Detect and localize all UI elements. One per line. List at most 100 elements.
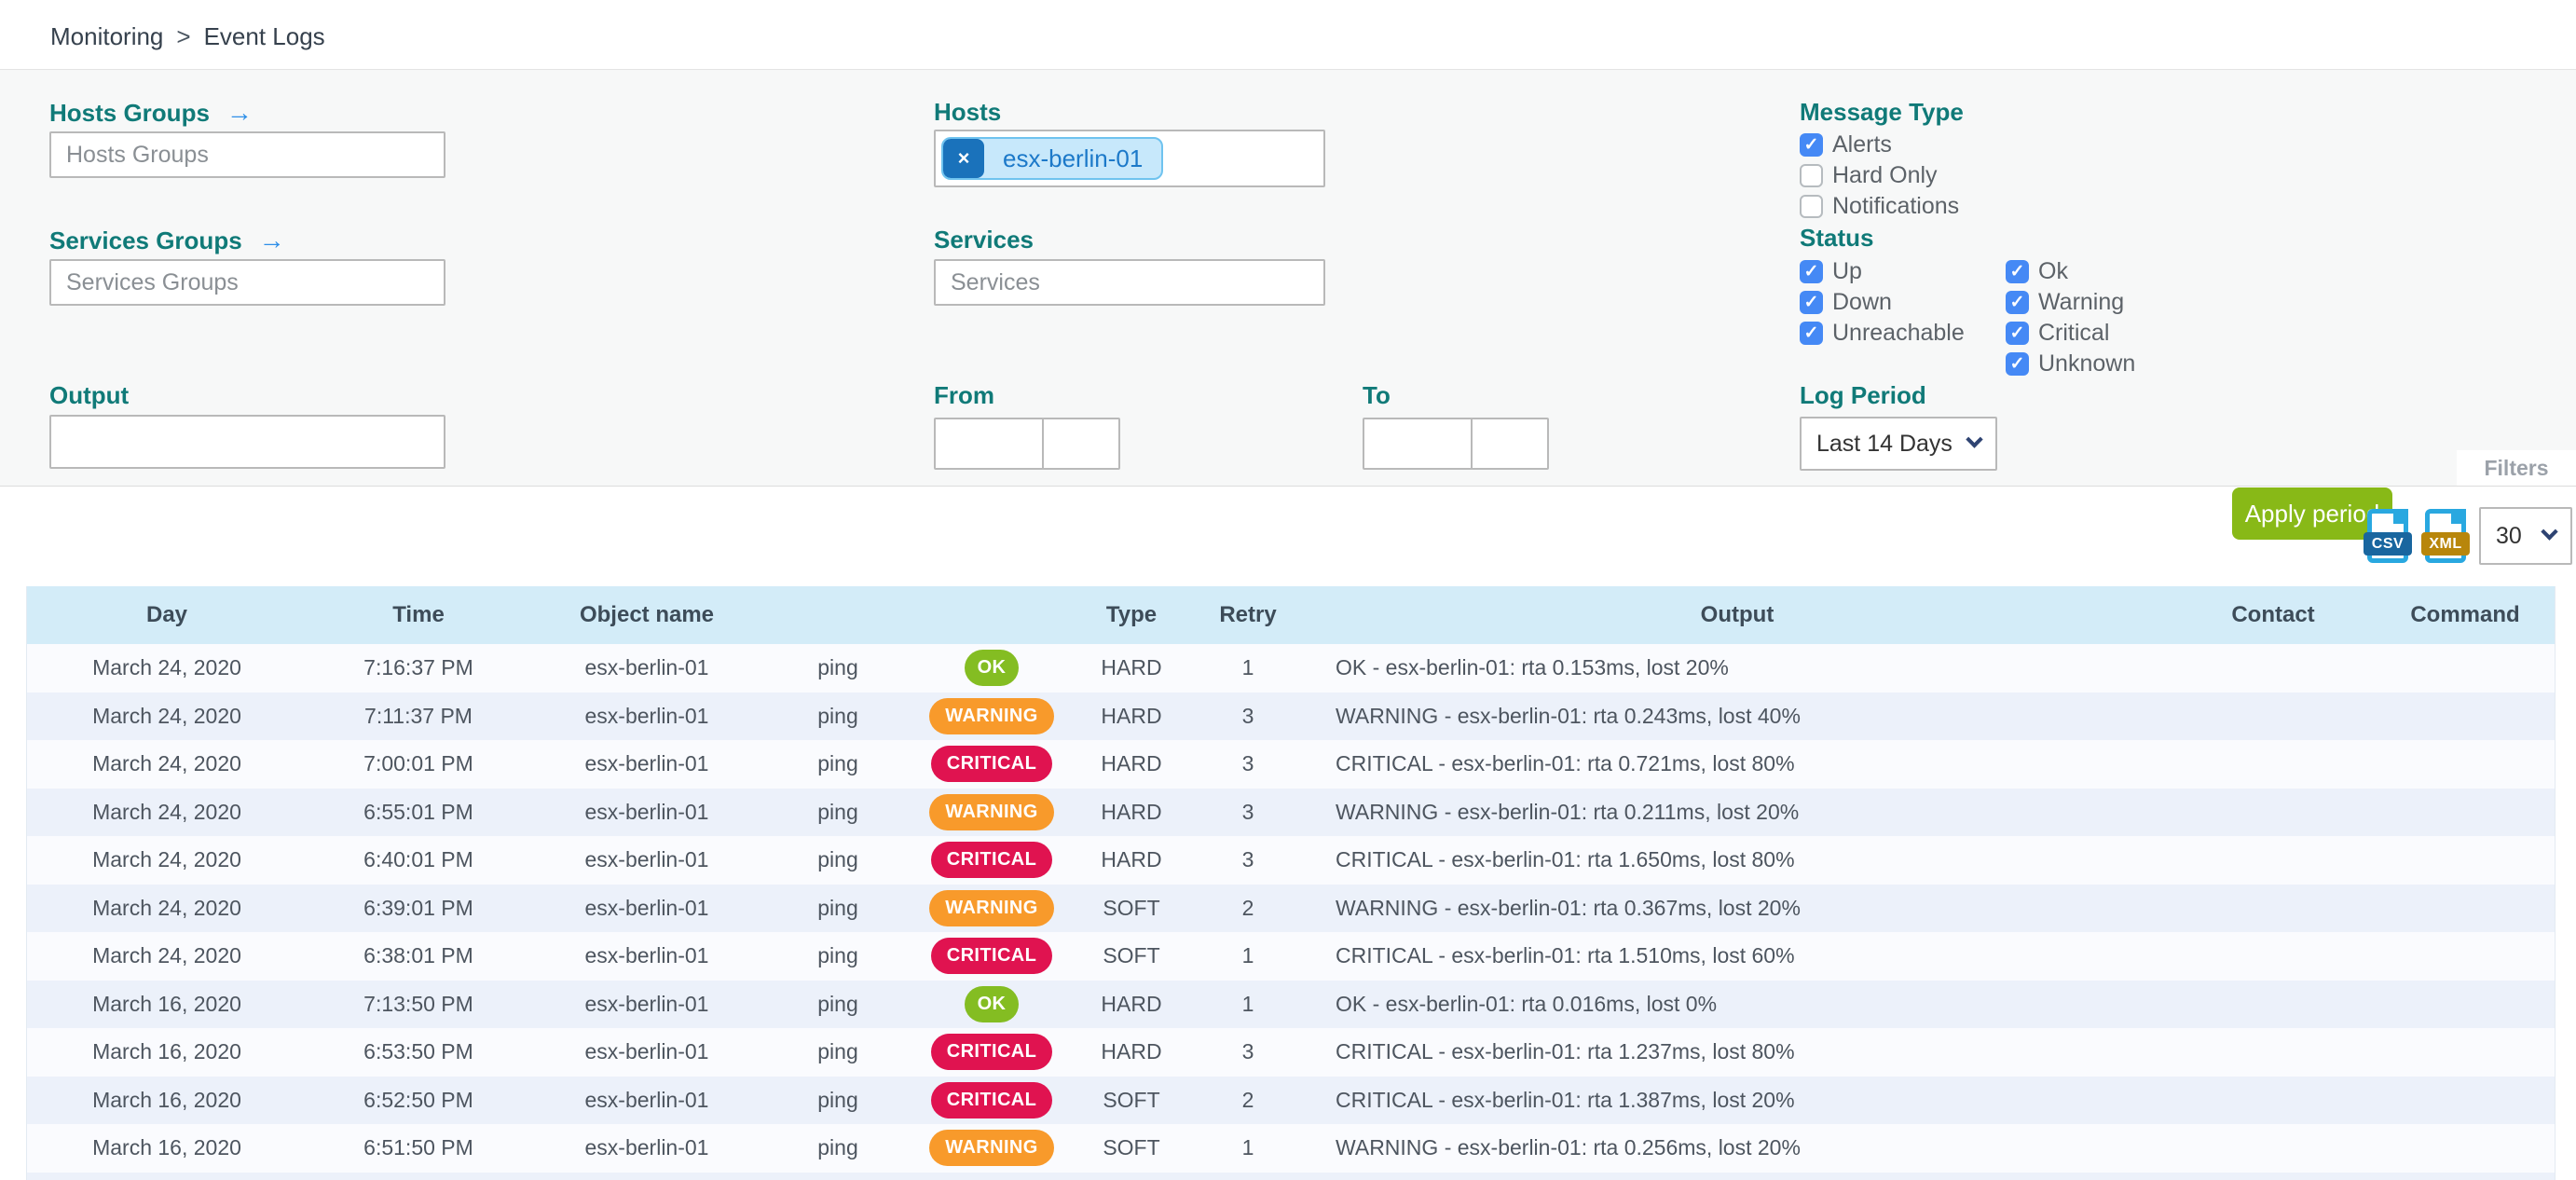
breadcrumb-item-event-logs[interactable]: Event Logs (203, 22, 325, 50)
object-name-cell[interactable]: esx-berlin-01 (584, 943, 709, 968)
table-header-cell: Object name (579, 602, 715, 627)
status-cell: CRITICAL (912, 746, 1071, 783)
services-groups-input[interactable] (49, 259, 445, 306)
checkbox-checked-icon[interactable]: ✓ (1800, 260, 1823, 283)
services-input[interactable] (934, 259, 1325, 306)
object-name-cell[interactable]: esx-berlin-01 (584, 799, 709, 824)
table-row[interactable]: March 16, 2020 6:53:50 PM esx-berlin-01 pin… (27, 1028, 2555, 1077)
table-row[interactable]: March 24, 2020 6:40:01 PM esx-berlin-01 pin… (27, 836, 2555, 885)
output-cell: CRITICAL - esx-berlin-01: rta 1.387ms, l… (1336, 1087, 1795, 1112)
service-cell[interactable]: ping (817, 799, 858, 824)
table-row[interactable]: March 24, 2020 6:39:01 PM esx-berlin-01 pin… (27, 884, 2555, 932)
table-row[interactable]: March 16, 2020 6:51:50 PM esx-berlin-01 pin… (27, 1124, 2555, 1173)
page-size-select-wrap: 30 (2479, 507, 2572, 565)
status-option-unknown[interactable]: ✓ Unknown (2006, 349, 2135, 379)
service-cell[interactable]: ping (817, 847, 858, 872)
message-type-option-hard-only[interactable]: Hard Only (1800, 160, 1959, 191)
services-groups-arrow-icon[interactable]: → (258, 226, 285, 254)
from-date-input[interactable] (934, 418, 1044, 470)
status-cell: WARNING (912, 793, 1071, 830)
page-size-select[interactable]: 30 (2479, 507, 2572, 565)
status-cell: OK (912, 650, 1071, 687)
service-cell[interactable]: ping (817, 991, 858, 1016)
to-time-input[interactable] (1471, 418, 1549, 470)
service-cell[interactable]: ping (817, 1039, 858, 1064)
object-name-cell[interactable]: esx-berlin-01 (584, 703, 709, 728)
service-cell[interactable]: ping (817, 1135, 858, 1160)
status-badge: WARNING (929, 793, 1054, 830)
service-cell[interactable]: ping (817, 703, 858, 728)
export-xml-icon[interactable]: XML (2421, 509, 2470, 563)
object-name-cell[interactable]: esx-berlin-01 (584, 1135, 709, 1160)
object-name-cell[interactable]: esx-berlin-01 (584, 1039, 709, 1064)
service-cell[interactable]: ping (817, 751, 858, 776)
export-csv-icon[interactable]: CSV (2364, 509, 2412, 563)
hosts-input[interactable]: × esx-berlin-01 (934, 130, 1325, 187)
checkbox-label: Critical (2038, 320, 2110, 346)
status-badge: WARNING (929, 1130, 1054, 1167)
object-name-cell[interactable]: esx-berlin-01 (584, 895, 709, 920)
table-row[interactable]: March 24, 2020 7:00:01 PM esx-berlin-01 pin… (27, 740, 2555, 789)
status-cell: CRITICAL (912, 938, 1071, 975)
table-row[interactable]: March 24, 2020 7:16:37 PM esx-berlin-01 pin… (27, 644, 2555, 693)
retry-cell: 1 (1241, 991, 1254, 1016)
hosts-groups-arrow-icon[interactable]: → (226, 98, 253, 127)
checkbox-checked-icon[interactable]: ✓ (2006, 260, 2029, 283)
time-cell: 6:39:01 PM (363, 895, 473, 920)
hosts-groups-input[interactable] (49, 131, 445, 178)
output-filter-input[interactable] (49, 415, 445, 469)
service-cell[interactable]: ping (817, 943, 858, 968)
status-label: Status (1800, 224, 1874, 252)
status-option-critical[interactable]: ✓ Critical (2006, 318, 2135, 349)
checkbox-unchecked-icon[interactable] (1800, 195, 1823, 218)
checkbox-checked-icon[interactable]: ✓ (1800, 322, 1823, 345)
table-row[interactable]: March 24, 2020 6:38:01 PM esx-berlin-01 pin… (27, 932, 2555, 981)
status-badge: WARNING (929, 697, 1054, 734)
status-option-down[interactable]: ✓ Down (1800, 287, 1965, 318)
object-name-cell[interactable]: esx-berlin-01 (584, 1087, 709, 1112)
status-option-ok[interactable]: ✓ Ok (2006, 256, 2135, 287)
checkbox-checked-icon[interactable]: ✓ (2006, 322, 2029, 345)
type-cell: HARD (1101, 991, 1162, 1016)
csv-label: CSV (2364, 532, 2412, 556)
table-row[interactable]: March 24, 2020 6:55:01 PM esx-berlin-01 pin… (27, 788, 2555, 836)
checkbox-checked-icon[interactable]: ✓ (2006, 291, 2029, 314)
status-option-unreachable[interactable]: ✓ Unreachable (1800, 318, 1965, 349)
service-cell[interactable]: ping (817, 895, 858, 920)
chip-remove-icon[interactable]: × (943, 139, 984, 178)
status-option-up[interactable]: ✓ Up (1800, 256, 1965, 287)
retry-cell: 3 (1241, 1039, 1254, 1064)
table-row[interactable]: March 24, 2020 7:11:37 PM esx-berlin-01 pin… (27, 692, 2555, 740)
object-name-cell[interactable]: esx-berlin-01 (584, 847, 709, 872)
message-type-option-alerts[interactable]: ✓ Alerts (1800, 130, 1959, 160)
checkbox-checked-icon[interactable]: ✓ (2006, 352, 2029, 376)
table-row[interactable]: March 16, 2020 6:52:50 PM esx-berlin-01 pin… (27, 1076, 2555, 1124)
object-name-cell[interactable]: esx-berlin-01 (584, 655, 709, 680)
type-cell: HARD (1101, 751, 1162, 776)
apply-period-button[interactable]: Apply period (2232, 487, 2392, 540)
checkbox-label: Warning (2038, 289, 2125, 315)
xml-label: XML (2421, 532, 2470, 556)
from-time-input[interactable] (1042, 418, 1120, 470)
object-name-cell[interactable]: esx-berlin-01 (584, 751, 709, 776)
to-date-input[interactable] (1363, 418, 1473, 470)
checkbox-checked-icon[interactable]: ✓ (1800, 133, 1823, 157)
service-cell[interactable]: ping (817, 655, 858, 680)
message-type-option-notifications[interactable]: Notifications (1800, 191, 1959, 222)
service-cell[interactable]: ping (817, 1087, 858, 1112)
checkbox-unchecked-icon[interactable] (1800, 164, 1823, 187)
retry-cell: 1 (1241, 1135, 1254, 1160)
filter-panel: Hosts Groups→ Services Groups→ Output Ho… (0, 69, 2576, 540)
breadcrumb-item-monitoring[interactable]: Monitoring (50, 22, 164, 50)
object-name-cell[interactable]: esx-berlin-01 (584, 991, 709, 1016)
filters-tab[interactable]: Filters (2457, 450, 2576, 486)
log-period-label: Log Period (1800, 381, 1926, 409)
output-cell: OK - esx-berlin-01: rta 0.153ms, lost 20… (1336, 655, 1729, 680)
status-option-warning[interactable]: ✓ Warning (2006, 287, 2135, 318)
checkbox-checked-icon[interactable]: ✓ (1800, 291, 1823, 314)
table-row[interactable]: March 16, 2020 7:13:50 PM esx-berlin-01 pin… (27, 980, 2555, 1028)
log-period-select[interactable]: Last 14 Days (1800, 417, 1997, 471)
retry-cell: 3 (1241, 751, 1254, 776)
status-cell: WARNING (912, 889, 1071, 926)
retry-cell: 1 (1241, 943, 1254, 968)
